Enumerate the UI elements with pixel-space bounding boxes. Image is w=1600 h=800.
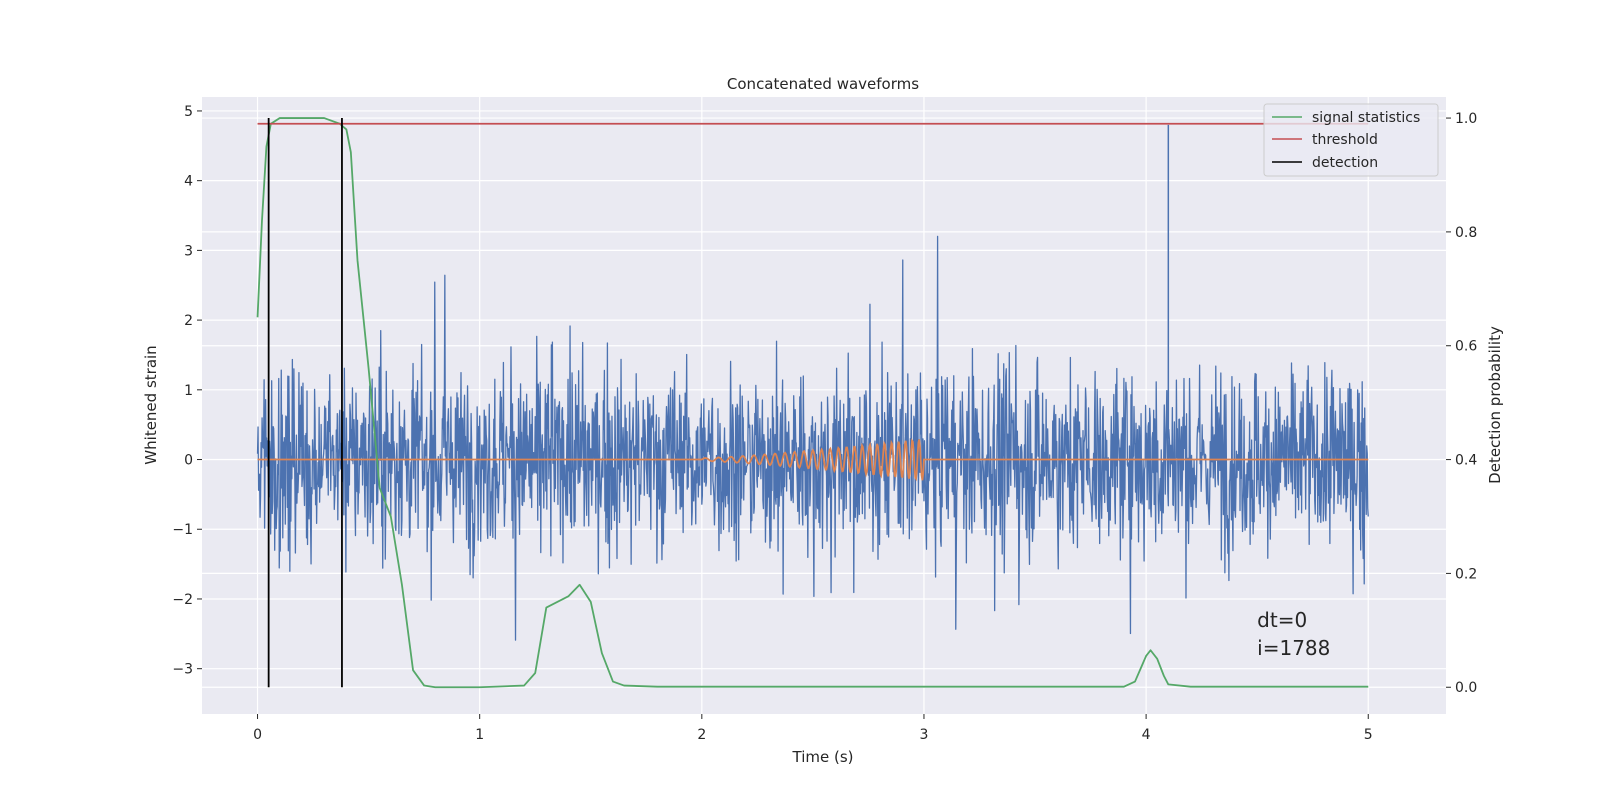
legend: signal statistics threshold detection bbox=[1263, 103, 1439, 177]
chart-title: Concatenated waveforms bbox=[727, 75, 919, 93]
data-traces bbox=[256, 117, 1369, 689]
x-tick-label: 4 bbox=[1142, 727, 1151, 743]
y-tick-label-right: 0.2 bbox=[1455, 566, 1477, 582]
y-tick-label-left: −2 bbox=[172, 592, 193, 608]
axis-ticks: 0 1 2 3 4 5 −3 −2 −1 0 1 2 3 4 5 0.0 0.2 0.4 0.6 0.8 1.0 bbox=[172, 104, 1477, 743]
y-tick-label-left: 0 bbox=[184, 453, 193, 469]
x-tick-label: 3 bbox=[920, 727, 929, 743]
annotation-i: i=1788 bbox=[1257, 636, 1330, 660]
x-tick-label: 2 bbox=[697, 727, 706, 743]
x-axis-label: Time (s) bbox=[792, 748, 854, 766]
y-tick-label-left: −1 bbox=[172, 522, 193, 538]
x-tick-label: 0 bbox=[253, 727, 262, 743]
series-signal-statistics-line bbox=[256, 117, 1369, 689]
annotation-dt: dt=0 bbox=[1257, 608, 1307, 632]
y-tick-label-right: 0.6 bbox=[1455, 339, 1477, 355]
series-noise-line bbox=[256, 235, 1369, 641]
y-tick-label-right: 0.0 bbox=[1455, 680, 1477, 696]
y-tick-label-left: 1 bbox=[184, 383, 193, 399]
y-tick-label-left: 4 bbox=[184, 174, 193, 190]
y-tick-label-right: 0.4 bbox=[1455, 453, 1477, 469]
y-tick-label-left: 2 bbox=[184, 313, 193, 329]
x-tick-label: 1 bbox=[475, 727, 484, 743]
y-axis-label-left: Whitened strain bbox=[142, 345, 160, 464]
legend-frame bbox=[1263, 103, 1439, 177]
legend-label-threshold: threshold bbox=[1312, 132, 1378, 148]
legend-label-signal-statistics: signal statistics bbox=[1312, 110, 1420, 126]
y-tick-label-left: 3 bbox=[184, 243, 193, 259]
series-injected-signal-line bbox=[257, 438, 1369, 482]
x-tick-label: 5 bbox=[1364, 727, 1373, 743]
y-tick-label-right: 0.8 bbox=[1455, 225, 1477, 241]
y-axis-label-right: Detection probability bbox=[1486, 326, 1504, 484]
y-tick-label-left: −3 bbox=[172, 662, 193, 678]
y-tick-label-left: 5 bbox=[184, 104, 193, 120]
y-tick-label-right: 1.0 bbox=[1455, 111, 1477, 127]
legend-label-detection: detection bbox=[1312, 155, 1378, 171]
